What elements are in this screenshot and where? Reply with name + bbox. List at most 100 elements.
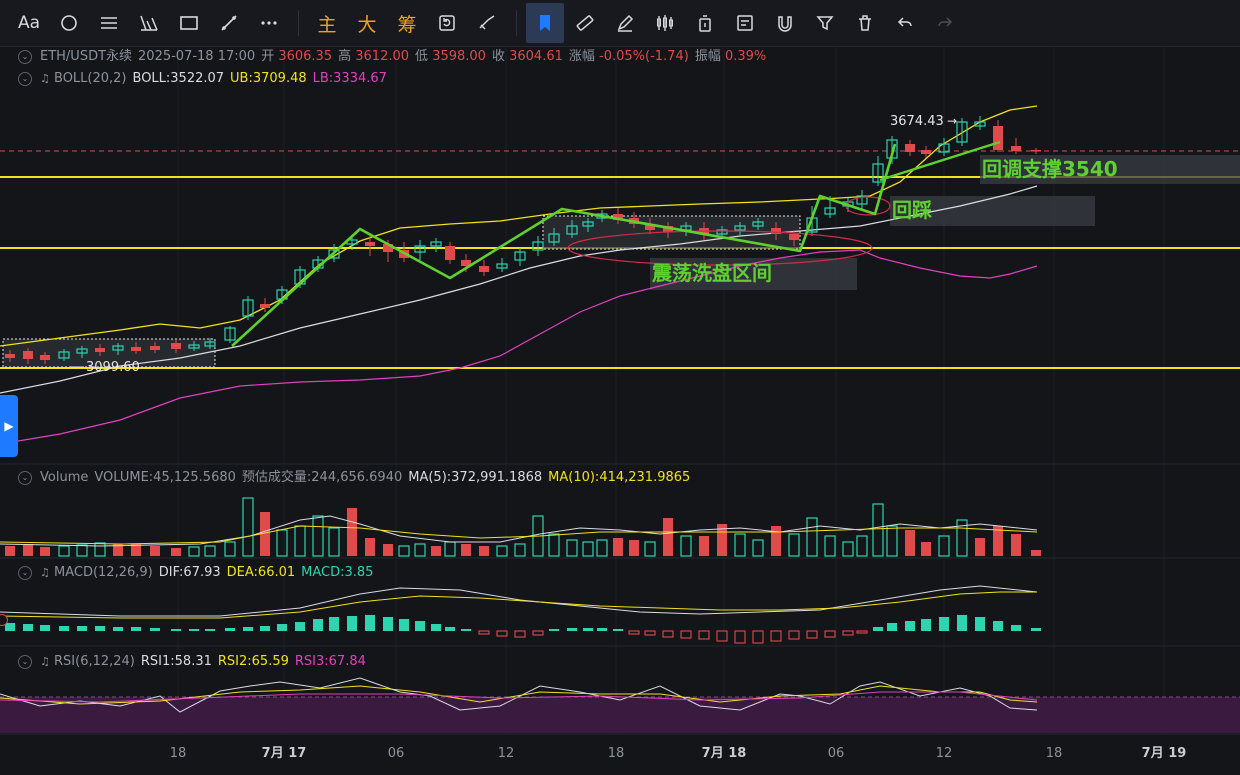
volume-bar-up — [276, 529, 288, 557]
volume-bar-up — [328, 527, 340, 557]
trash-icon — [859, 15, 871, 31]
candle-body-down — [260, 304, 270, 308]
high-value: 3612.00 — [355, 49, 410, 64]
volume-bar-down — [365, 538, 375, 556]
note-button[interactable] — [726, 3, 764, 43]
rsi3-line — [0, 691, 1038, 703]
rsi2-value: RSI2:65.59 — [217, 654, 289, 669]
candle-body-down — [95, 348, 105, 352]
volume-bar-down — [40, 547, 50, 556]
volume-ma5-line — [0, 515, 1038, 547]
chart-area[interactable]: 3674.43 → 3099.60 回调支撑3540 回踩 震荡洗盘区间 18 7月 17 06… — [0, 46, 1240, 775]
candle-body-down — [993, 126, 1003, 150]
macd-bar-up — [260, 626, 270, 631]
macd-bar-up — [975, 617, 985, 631]
macd-bar-up — [445, 627, 455, 631]
brush-button[interactable] — [606, 3, 644, 43]
candle-body-up — [824, 207, 836, 215]
volume-bar-up — [58, 545, 70, 557]
volume-bar-down — [347, 508, 357, 556]
side-panel-toggle[interactable]: ▶ — [0, 395, 18, 457]
magnet-button[interactable] — [766, 3, 804, 43]
volume-bar-up — [566, 539, 578, 557]
redo-button[interactable] — [926, 3, 964, 43]
circle-tool-button[interactable] — [50, 3, 88, 43]
high-label: 高 — [338, 49, 352, 64]
ruler-button[interactable] — [468, 3, 506, 43]
rect-icon — [180, 16, 198, 30]
bookmark-button[interactable] — [526, 3, 564, 43]
macd-bar-up — [95, 626, 105, 631]
macd-histogram — [5, 615, 1041, 644]
more-tools-button[interactable] — [250, 3, 288, 43]
main-force-button[interactable]: 主 — [317, 13, 337, 36]
macd-bar-up — [957, 615, 967, 631]
collapse-icon[interactable]: ⌄ — [18, 50, 32, 64]
drawing-toolbar: Aa 主 大 筹 — [0, 0, 1240, 47]
volume-bar-up — [938, 535, 950, 557]
undo-button[interactable] — [886, 3, 924, 43]
volume-bar-up — [680, 535, 692, 557]
volume-bar-up — [514, 543, 526, 557]
candle-body-down — [365, 242, 375, 246]
undo-icon — [897, 17, 912, 27]
candle-body-down — [645, 224, 655, 230]
replay-button[interactable] — [428, 3, 466, 43]
candlestick-series — [5, 116, 1041, 364]
collapse-icon[interactable]: ⌄ — [18, 566, 32, 580]
bell-icon[interactable]: ♫ — [40, 566, 50, 579]
boll-info-line: ⌄ ♫ BOLL(20,2) BOLL:3522.07 UB:3709.48 L… — [18, 70, 387, 88]
macd-bar-up — [993, 621, 1003, 631]
macd-info-line: ⌄ ♫ MACD(12,26,9) DIF:67.93 DEA:66.01 MA… — [18, 564, 373, 582]
circle-icon — [61, 15, 77, 31]
candle-body-down — [613, 214, 623, 220]
rectangle-tool-button[interactable] — [170, 3, 208, 43]
volume-bar-up — [204, 545, 216, 557]
candle-body-up — [716, 229, 728, 235]
collapse-icon[interactable]: ⌄ — [18, 72, 32, 86]
chips-button[interactable]: 筹 — [397, 13, 417, 36]
trendline-tool-button[interactable] — [210, 3, 248, 43]
volume-bar-down — [613, 538, 623, 556]
candle-body-down — [771, 228, 781, 234]
lock-button[interactable] — [686, 3, 724, 43]
macd-bar-up — [171, 629, 181, 631]
volume-bar-down — [171, 548, 181, 556]
filter-button[interactable] — [806, 3, 844, 43]
volume-info-line: ⌄ Volume VOLUME:45,125.5680 预估成交量:244,65… — [18, 469, 690, 487]
datetime-label: 2025-07-18 17:00 — [138, 49, 256, 64]
candles-button[interactable] — [646, 3, 684, 43]
macd-bar-up — [347, 616, 357, 631]
collapse-icon[interactable]: ⌄ — [18, 471, 32, 485]
volume-bar-down — [461, 544, 471, 556]
delete-button[interactable] — [846, 3, 884, 43]
macd-bar-up — [921, 619, 931, 631]
macd-bar-up — [583, 628, 593, 631]
low-price-label: 3099.60 — [86, 360, 140, 375]
volume-bar-down — [131, 544, 141, 556]
volume-bar-down — [975, 538, 985, 556]
volume-bar-down — [383, 544, 393, 556]
magnet-icon — [778, 16, 792, 32]
parallel-lines-button[interactable] — [90, 3, 128, 43]
volume-bar-up — [242, 497, 254, 557]
boll-upper-band — [0, 105, 1038, 347]
macd-bar-down — [752, 630, 764, 644]
bell-icon[interactable]: ♫ — [40, 655, 50, 668]
rsi1-value: RSI1:58.31 — [140, 654, 212, 669]
bell-icon[interactable]: ♫ — [40, 72, 50, 85]
text-tool-button[interactable]: Aa — [10, 3, 48, 43]
volume-bar-up — [312, 515, 324, 557]
brush-icon — [617, 14, 634, 32]
fib-tool-button[interactable] — [130, 3, 168, 43]
measure-button[interactable] — [566, 3, 604, 43]
volume-bar-up — [842, 541, 854, 557]
volume-bar-up — [856, 535, 868, 557]
volume-bar-up — [294, 525, 306, 557]
collapse-icon[interactable]: ⌄ — [18, 655, 32, 669]
macd-bar-up — [113, 627, 123, 631]
rsi-name: RSI(6,12,24) — [54, 654, 135, 669]
volume-bar-up — [886, 525, 898, 557]
big-order-button[interactable]: 大 — [357, 13, 377, 36]
